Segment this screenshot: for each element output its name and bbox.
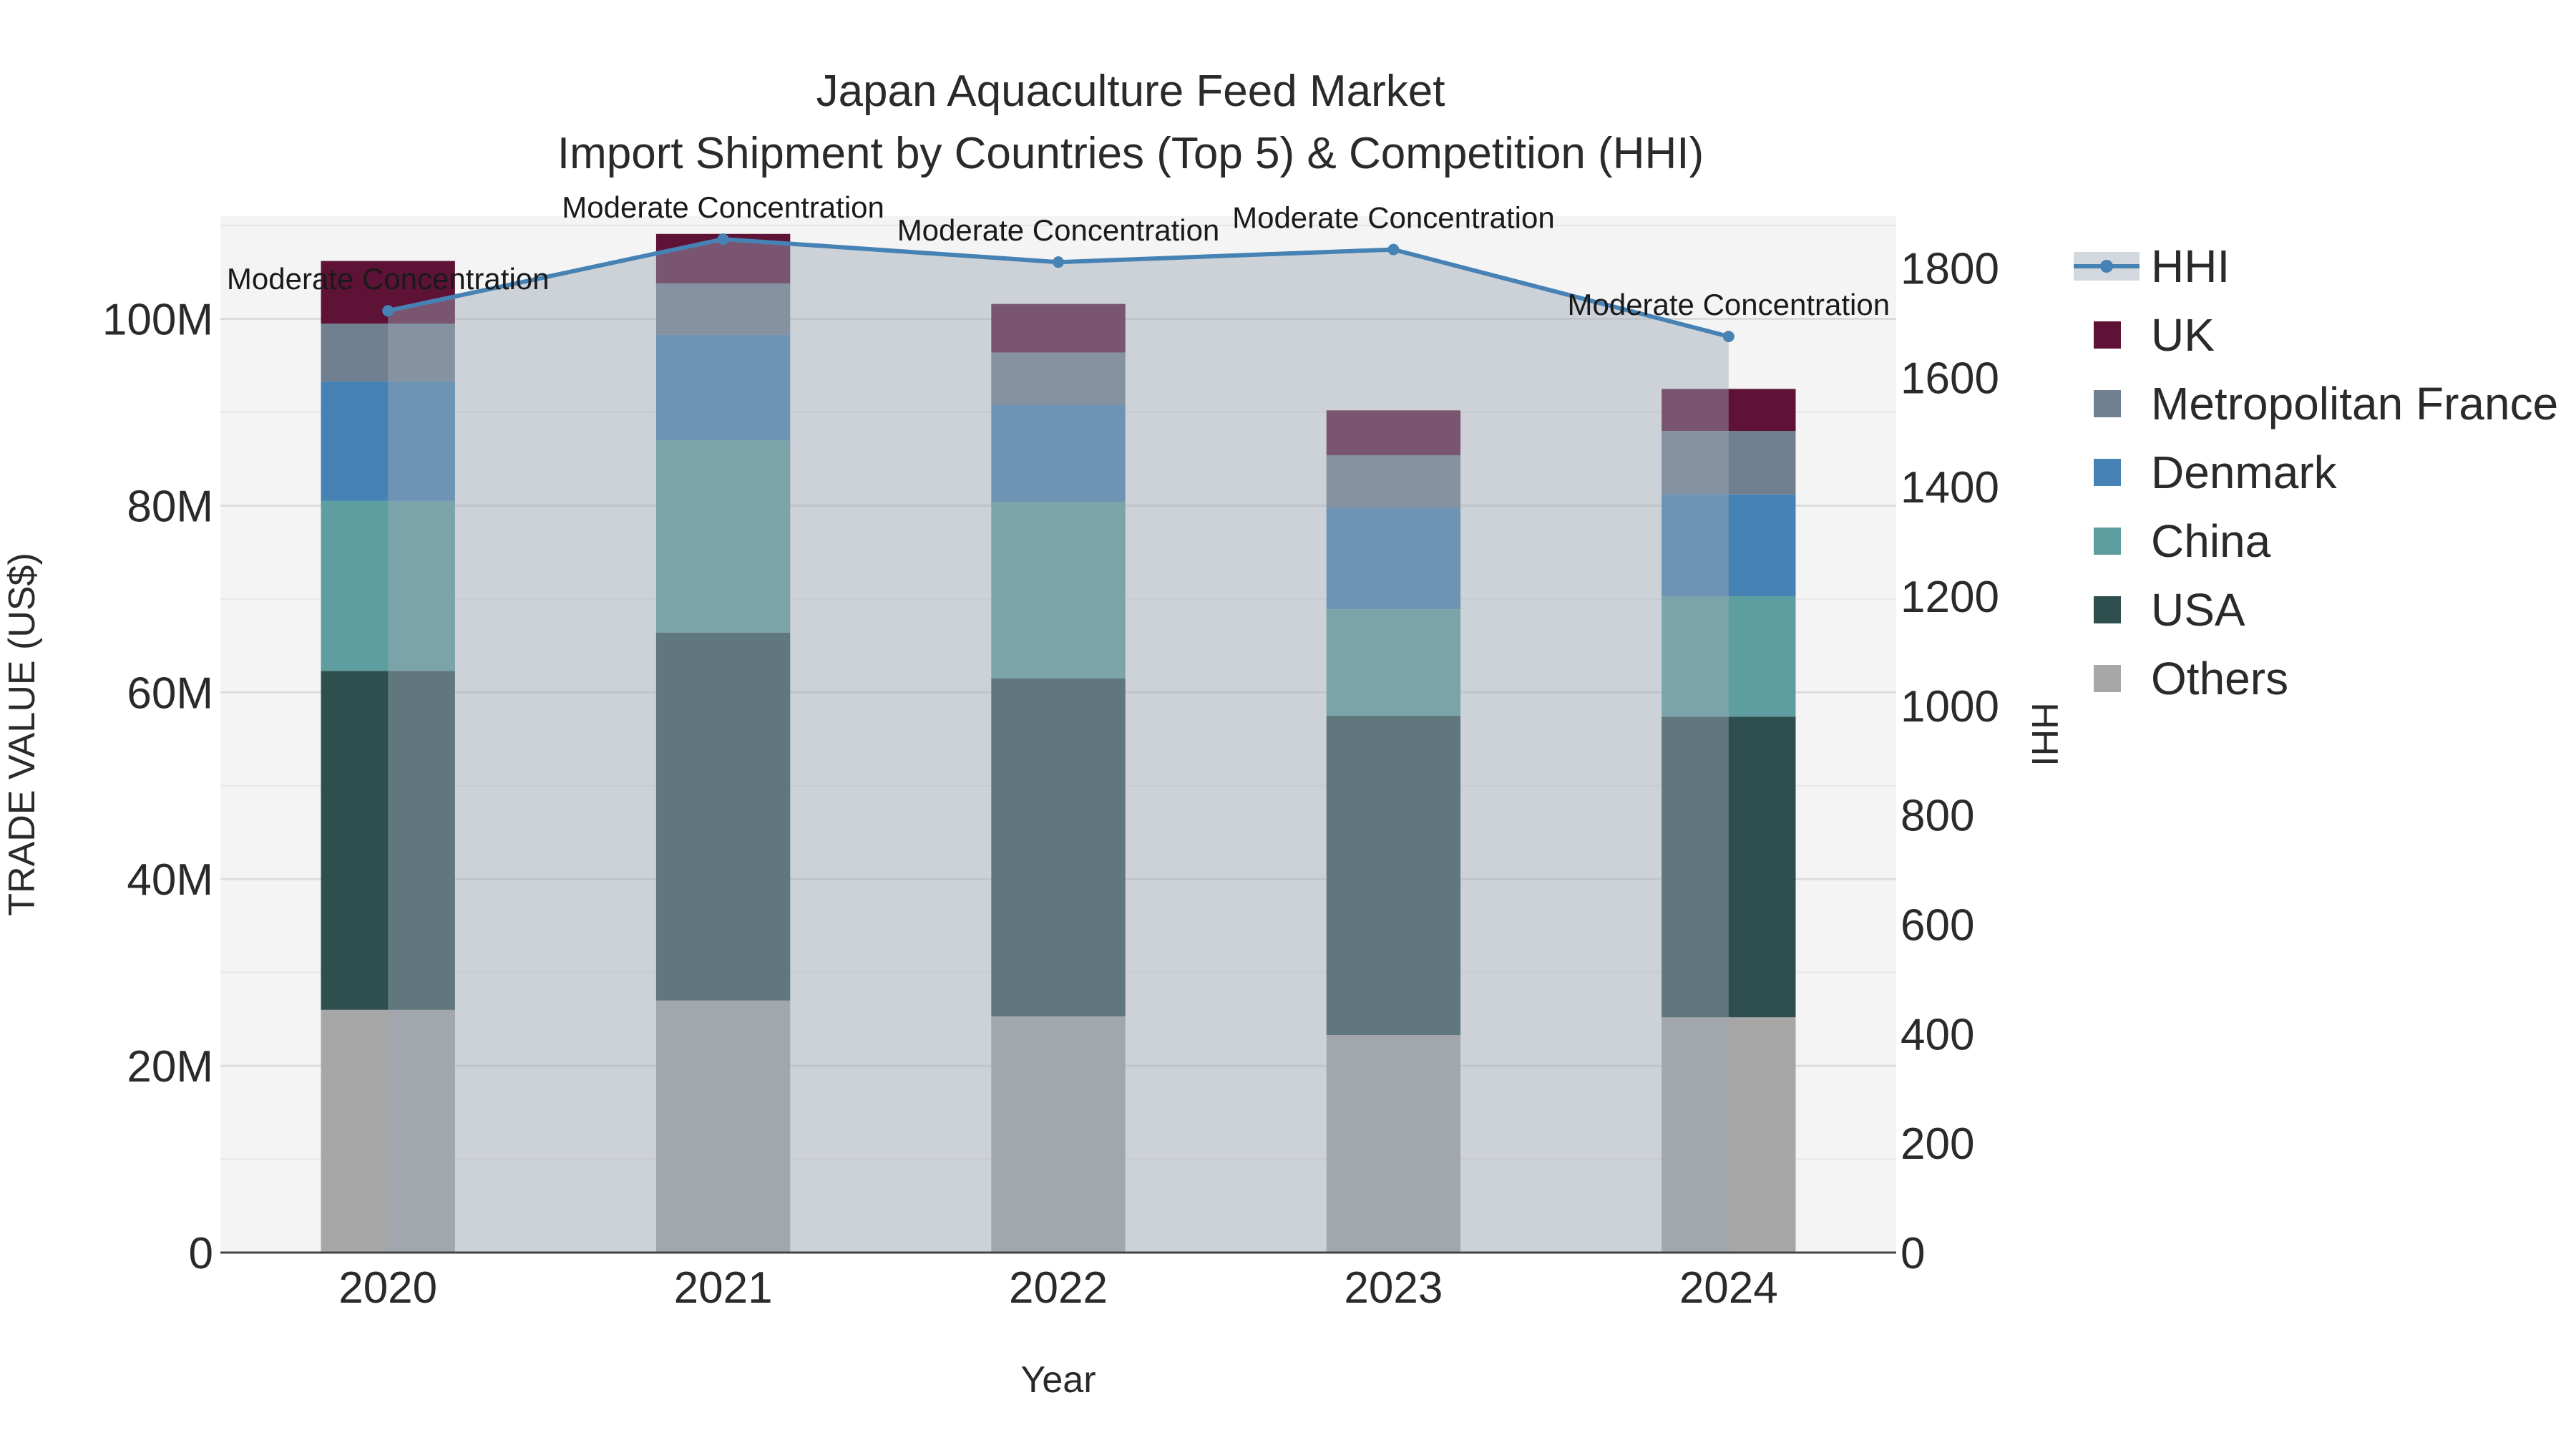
hhi-series: Moderate Concentration Moderate Concentra… [227, 190, 1890, 1253]
hhi-point-2020 [382, 305, 394, 317]
legend-swatch-uk [2094, 321, 2121, 349]
y2-tick-label: 0 [1901, 1229, 1925, 1278]
legend-label-others[interactable]: Others [2151, 653, 2288, 704]
bar-denmark-2024 [1662, 494, 1796, 596]
y2-tick-label: 600 [1901, 901, 1974, 951]
y2-tick-label: 400 [1901, 1010, 1974, 1059]
legend-swatch-denmark [2094, 459, 2121, 486]
y2-tick-label: 1000 [1901, 682, 1999, 732]
bar-uk-2022 [991, 303, 1126, 353]
y2-tick-label: 1800 [1901, 245, 1999, 294]
y2-tick-label: 200 [1901, 1119, 1974, 1169]
bar-usa-2022 [991, 678, 1126, 1016]
hhi-label-2024: Moderate Concentration [1567, 288, 1890, 321]
bar-others-2020 [321, 1009, 455, 1253]
bar-uk-2023 [1326, 410, 1461, 455]
bar-metropolitan-france-2024 [1662, 431, 1796, 495]
y-tick-label: 80M [127, 482, 213, 531]
legend-label-metropolitan-france[interactable]: Metropolitan France [2151, 378, 2558, 429]
x-tick-label-2020: 2020 [338, 1263, 437, 1313]
bar-metropolitan-france-2020 [321, 324, 455, 382]
legend: HHI UK Metropolitan France Denmark China USA O… [2074, 240, 2558, 704]
y-tick-label: 60M [127, 669, 213, 718]
bar-uk-2024 [1662, 389, 1796, 432]
y2-tick-label: 1600 [1901, 354, 1999, 403]
y2-axis-title: HHI [2024, 702, 2065, 767]
bar-denmark-2022 [991, 404, 1126, 502]
legend-label-uk[interactable]: UK [2151, 309, 2215, 361]
bar-china-2021 [655, 440, 791, 633]
bar-china-2024 [1662, 596, 1796, 717]
chart-title-line1: Japan Aquaculture Feed Market [816, 67, 1445, 116]
legend-label-usa[interactable]: USA [2151, 584, 2245, 636]
legend-swatch-metropolitan-france [2094, 390, 2121, 417]
bar-metropolitan-france-2022 [991, 352, 1126, 405]
x-tick-label-2021: 2021 [674, 1263, 773, 1313]
y-tick-label: 20M [127, 1042, 213, 1092]
hhi-label-2021: Moderate Concentration [562, 190, 884, 224]
hhi-point-2021 [717, 233, 729, 246]
bar-others-2022 [991, 1016, 1126, 1253]
hhi-label-2022: Moderate Concentration [897, 213, 1220, 247]
legend-swatch-china [2094, 528, 2121, 555]
y2-tick-label: 1200 [1901, 573, 1999, 622]
hhi-area [388, 239, 1729, 1253]
legend-swatch-others [2094, 665, 2121, 692]
y2-tick-label: 800 [1901, 792, 1974, 841]
bars [321, 233, 1796, 1253]
bar-china-2022 [991, 502, 1126, 679]
bar-usa-2021 [655, 632, 791, 1001]
legend-label-china[interactable]: China [2151, 515, 2271, 567]
bar-denmark-2023 [1326, 507, 1461, 610]
bar-denmark-2020 [321, 381, 455, 501]
hhi-point-2022 [1053, 256, 1064, 268]
bar-others-2021 [655, 1000, 791, 1253]
hhi-point-2024 [1722, 331, 1735, 343]
hhi-label-2020: Moderate Concentration [227, 262, 550, 296]
legend-swatch-usa [2094, 596, 2121, 623]
legend-swatch-marker-hhi [2100, 260, 2113, 273]
y-tick-label: 100M [102, 295, 213, 344]
bar-others-2023 [1326, 1035, 1461, 1253]
bar-usa-2023 [1326, 715, 1461, 1036]
chart-title-line2: Import Shipment by Countries (Top 5) & C… [557, 129, 1704, 178]
bar-denmark-2021 [655, 334, 791, 441]
bar-usa-2020 [321, 671, 455, 1010]
axes: 0 20M 40M 60M 80M 100M 0 200 400 600 800 1000 1200 14… [102, 245, 1999, 1313]
legend-label-hhi[interactable]: HHI [2151, 240, 2230, 292]
y2-tick-label: 1400 [1901, 463, 1999, 512]
hhi-label-2023: Moderate Concentration [1232, 201, 1555, 235]
legend-label-denmark[interactable]: Denmark [2151, 447, 2338, 498]
y-axis-title: TRADE VALUE (US$) [1, 553, 43, 916]
bar-usa-2024 [1662, 716, 1796, 1018]
bar-others-2024 [1662, 1017, 1796, 1253]
bar-metropolitan-france-2023 [1326, 455, 1461, 508]
x-tick-label-2023: 2023 [1344, 1263, 1443, 1313]
x-tick-label-2022: 2022 [1009, 1263, 1108, 1313]
y-tick-label: 40M [127, 855, 213, 905]
bar-metropolitan-france-2021 [655, 283, 791, 335]
bar-china-2020 [321, 500, 455, 671]
x-axis-title: Year [1020, 1359, 1096, 1401]
y-tick-label: 0 [189, 1229, 213, 1278]
bar-china-2023 [1326, 609, 1461, 716]
x-tick-label-2024: 2024 [1679, 1263, 1778, 1313]
hhi-point-2023 [1387, 243, 1400, 256]
